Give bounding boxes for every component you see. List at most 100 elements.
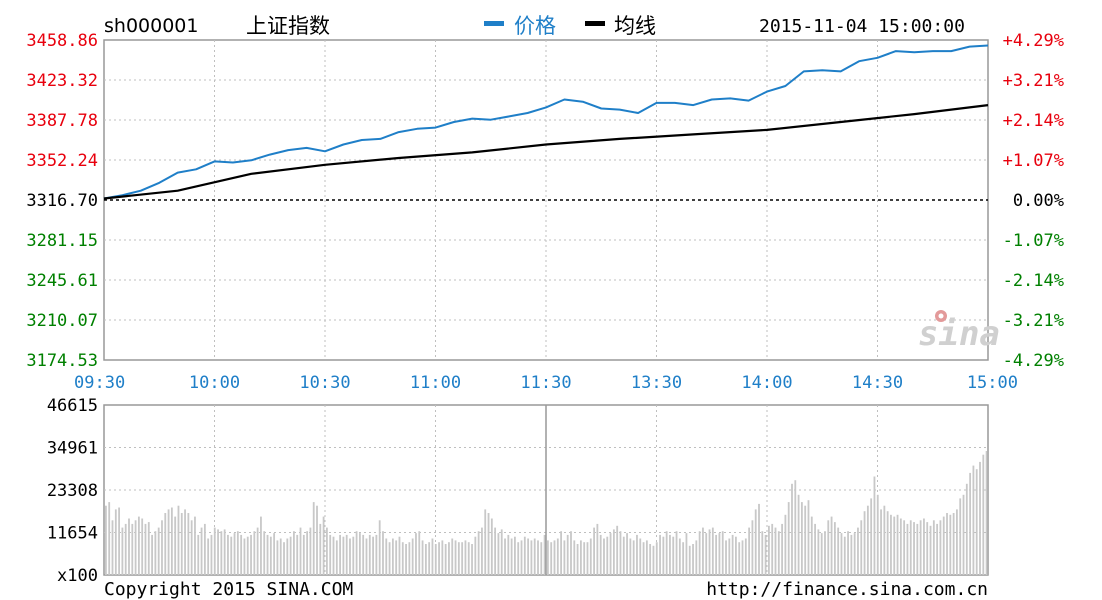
volume-bar (583, 542, 586, 575)
volume-bar (207, 538, 210, 575)
volume-bar (537, 540, 539, 575)
volume-bar (853, 533, 856, 575)
volume-bar (118, 507, 120, 575)
volume-bar (342, 536, 345, 575)
volume-bar (979, 461, 981, 575)
volume-bar (210, 534, 213, 575)
volume-bar (283, 542, 285, 575)
volume-bar (761, 531, 764, 575)
volume-bar (787, 502, 790, 575)
volume-bar (177, 505, 180, 575)
volume-bar (909, 520, 912, 575)
volume-bar (563, 540, 566, 575)
volume-bar (570, 531, 572, 575)
volume-bar (203, 523, 206, 575)
y-tick-label-right: -3.21% (1003, 311, 1064, 331)
volume-bar (533, 538, 536, 575)
volume-bar (415, 533, 417, 575)
volume-bar (807, 500, 810, 575)
volume-bar (612, 529, 615, 575)
volume-bar (702, 527, 704, 575)
volume-bar (939, 520, 942, 575)
volume-bar (969, 472, 972, 575)
volume-bar (814, 523, 816, 575)
volume-bar (632, 540, 635, 575)
x-tick-label: 11:30 (520, 373, 571, 393)
volume-bar (715, 534, 718, 575)
volume-bar (573, 540, 576, 575)
y-tick-label-left: 3210.07 (26, 311, 98, 331)
volume-bar (339, 534, 341, 575)
volume-bar (250, 534, 252, 575)
volume-bar (777, 531, 780, 575)
volume-bar (438, 542, 440, 575)
volume-bar (494, 527, 497, 575)
volume-bar (484, 509, 487, 575)
volume-bar (629, 538, 632, 575)
volume-bar (609, 533, 612, 575)
volume-bar (758, 503, 760, 575)
volume-bar (886, 511, 889, 575)
volume-bar (507, 534, 510, 575)
volume-bar (358, 533, 361, 575)
volume-bar (246, 536, 249, 575)
volume-bar (401, 542, 404, 575)
y-tick-label-left: 3316.70 (26, 191, 98, 211)
volume-bar (504, 538, 506, 575)
volume-bar (672, 536, 675, 575)
volume-bar (860, 520, 863, 575)
volume-bar (111, 520, 114, 575)
y-tick-label-right: +3.21% (1003, 71, 1064, 91)
volume-bar (880, 509, 882, 575)
volume-bar (293, 531, 295, 575)
volume-bar (391, 538, 394, 575)
x-tick-label: 09:30 (74, 373, 125, 393)
volume-bar (863, 511, 866, 575)
volume-bar (593, 527, 595, 575)
volume-bar (579, 540, 582, 575)
volume-bar (725, 540, 727, 575)
volume-bar (695, 540, 698, 575)
volume-bar (833, 522, 836, 575)
volume-bar (751, 520, 754, 575)
volume-bar (385, 538, 388, 575)
volume-bar (240, 534, 243, 575)
y-tick-label-right: -4.29% (1003, 351, 1064, 371)
volume-bar (128, 518, 130, 575)
volume-bar (151, 534, 153, 575)
y-tick-label-left: 3387.78 (26, 111, 98, 131)
volume-bar (319, 523, 322, 575)
sina-eye-pupil (938, 313, 944, 319)
y-tick-label-left: 3423.32 (26, 71, 98, 91)
volume-bar (619, 531, 622, 575)
volume-bar (279, 538, 282, 575)
x-tick-label: 14:00 (741, 373, 792, 393)
volume-bar (408, 542, 411, 575)
volume-bar (883, 505, 886, 575)
volume-bar (164, 513, 167, 575)
volume-bar (306, 531, 309, 575)
volume-tick-label: x100 (57, 566, 98, 586)
volume-bar (105, 505, 107, 575)
volume-bar (372, 536, 374, 575)
volume-bar (157, 527, 160, 575)
volume-bar (388, 542, 391, 575)
x-tick-label: 10:00 (189, 373, 240, 393)
volume-bar (217, 529, 219, 575)
volume-bar (273, 533, 276, 575)
x-tick-label: 13:30 (631, 373, 682, 393)
volume-bar (322, 516, 325, 575)
volume-bar (375, 534, 378, 575)
volume-bar (669, 534, 671, 575)
volume-bar (586, 542, 589, 575)
volume-bar (893, 516, 896, 575)
volume-bar (636, 534, 638, 575)
volume-bar (932, 520, 935, 575)
volume-bar (517, 542, 520, 575)
y-tick-label-left: 3174.53 (26, 351, 98, 371)
volume-bar (108, 502, 111, 575)
volume-tick-label: 11654 (47, 524, 98, 544)
volume-bar (929, 525, 932, 575)
volume-bar (167, 509, 170, 575)
volume-bar (596, 523, 599, 575)
